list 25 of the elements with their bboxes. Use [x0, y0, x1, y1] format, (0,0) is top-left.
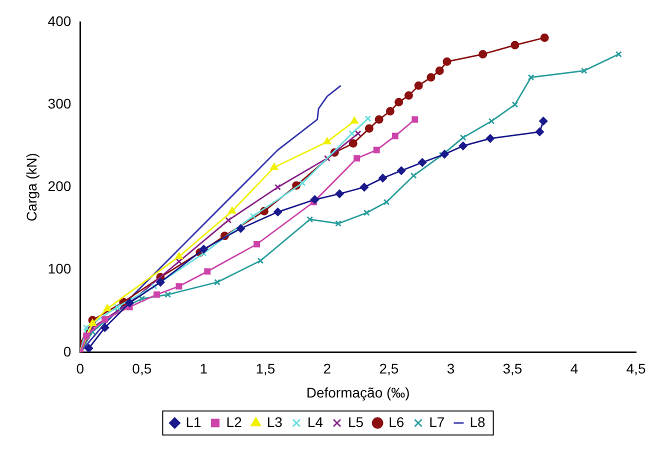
y-tick-label: 200: [48, 178, 72, 194]
legend-label: L4: [307, 414, 324, 430]
y-tick-label: 300: [48, 95, 72, 112]
x-tick-label: 0,5: [132, 360, 152, 377]
x-tick-label: 3: [446, 360, 455, 377]
x-tick-label: 3,5: [502, 360, 522, 377]
x-tick-label: 1: [200, 360, 208, 377]
legend-label: L5: [348, 414, 364, 430]
x-axis-title: Deformação (‰): [306, 384, 410, 400]
legend-label: L1: [186, 414, 202, 430]
x-tick-label: 2: [323, 360, 332, 377]
y-axis-title: Carga (kN): [23, 152, 40, 222]
legend-label: L6: [388, 414, 404, 430]
y-tick-label: 100: [48, 260, 72, 277]
x-tick-label: 1,5: [256, 360, 276, 377]
x-tick-label: 0: [76, 360, 84, 377]
legend-label: L7: [429, 414, 445, 430]
y-tick-label: 400: [48, 12, 72, 29]
y-tick-label: 0: [63, 343, 72, 360]
x-tick-label: 2,5: [379, 360, 399, 377]
x-tick-label: 4,5: [626, 360, 646, 377]
x-tick-label: 4: [570, 360, 578, 377]
legend-label: L2: [226, 414, 242, 430]
legend-label: L8: [470, 414, 486, 430]
legend-label: L3: [266, 414, 283, 430]
